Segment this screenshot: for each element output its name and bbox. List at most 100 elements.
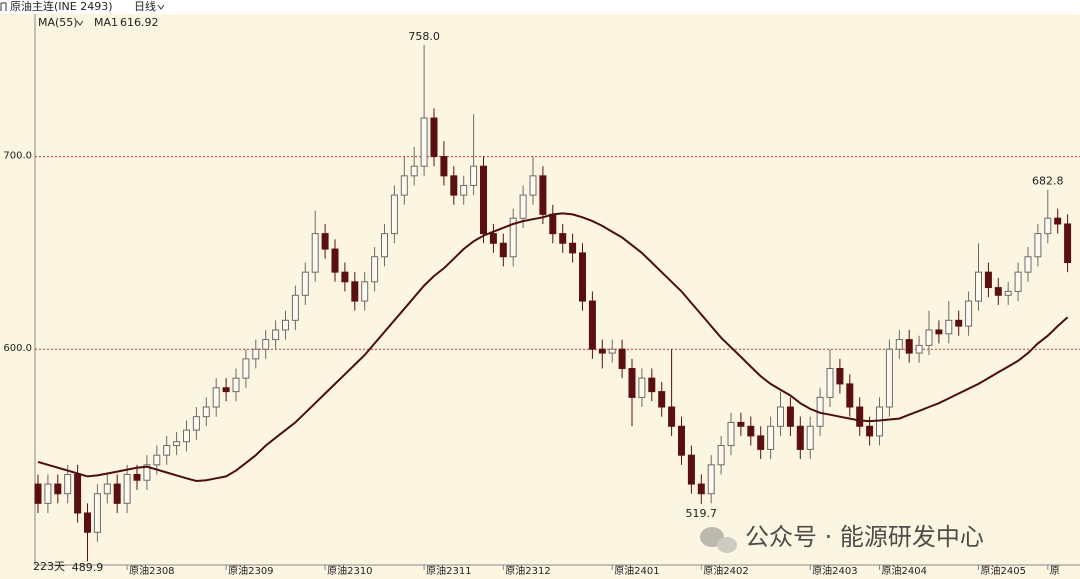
- candle-body: [341, 271, 349, 283]
- candle-body: [559, 233, 567, 244]
- candle-body: [301, 271, 309, 296]
- candle-body: [282, 319, 289, 331]
- period-dropdown[interactable]: [157, 4, 165, 10]
- candle-body: [994, 287, 1002, 296]
- candle-body: [1044, 217, 1052, 235]
- x-tick-label: 原油2311: [426, 564, 471, 577]
- candle-body: [549, 213, 557, 235]
- candle-body: [717, 445, 725, 466]
- candle-body: [1054, 217, 1062, 225]
- candle-body: [351, 281, 359, 302]
- y-tick-label: 600.0: [3, 343, 32, 354]
- annotation: 489.9: [72, 561, 104, 574]
- candle-body: [737, 421, 745, 427]
- candle-body: [143, 464, 151, 481]
- candle-body: [895, 339, 903, 350]
- candle-body: [579, 252, 586, 302]
- symbol[interactable]: 原油主连(INE 2493): [10, 0, 113, 13]
- candle-body: [153, 454, 161, 466]
- watermark-icon: [700, 527, 737, 553]
- x-tick-label: 原油2401: [614, 564, 659, 577]
- y-tick-label: 700.0: [3, 151, 32, 162]
- candle-body: [361, 281, 369, 302]
- candle-body: [123, 473, 131, 504]
- candle-body: [856, 406, 864, 427]
- candle-body: [74, 473, 82, 514]
- candle-body: [381, 233, 388, 258]
- candle-body: [430, 117, 438, 158]
- candle-body: [786, 406, 794, 427]
- candle-body: [529, 175, 537, 196]
- candle-body: [1014, 271, 1022, 292]
- candle-body: [499, 242, 507, 258]
- candle-body: [450, 175, 458, 196]
- x-tick-label: 原: [1050, 565, 1060, 577]
- candle-body: [945, 319, 953, 335]
- candle-body: [390, 194, 398, 235]
- annotation: 758.0: [408, 30, 440, 43]
- candle-body: [975, 271, 982, 302]
- candle-body: [905, 339, 913, 354]
- annotation: 519.7: [686, 507, 718, 520]
- candle-body: [321, 233, 329, 250]
- candle-body: [925, 329, 933, 346]
- candle-body: [54, 483, 62, 495]
- candle-body: [371, 256, 379, 283]
- candle-body: [777, 406, 784, 427]
- candle-body: [608, 348, 616, 354]
- candle-body: [588, 300, 596, 350]
- candle-body: [697, 483, 705, 495]
- candle-body: [836, 367, 844, 385]
- candle-body: [460, 184, 468, 196]
- ma-name: MA1: [94, 16, 118, 29]
- x-tick-label: 原油2312: [505, 564, 550, 577]
- candle-body: [311, 233, 319, 273]
- candle-body: [489, 233, 497, 244]
- candle-body: [806, 425, 814, 450]
- candle-body: [796, 425, 804, 450]
- ma-dropdown[interactable]: [76, 20, 84, 26]
- candle-body: [212, 387, 220, 408]
- x-tick-label: 原油2403: [812, 564, 857, 577]
- candle-body: [291, 294, 299, 321]
- candle-body: [262, 339, 270, 350]
- candle-body: [678, 425, 685, 456]
- candle-body: [638, 377, 646, 398]
- candle-body: [628, 367, 636, 398]
- candle-body: [965, 300, 973, 327]
- ma-label[interactable]: MA(55): [38, 16, 78, 29]
- candle-body: [222, 387, 230, 393]
- candle-body: [272, 329, 280, 341]
- candle-body: [935, 329, 943, 335]
- header-bar: [0, 0, 1080, 14]
- candle-body: [44, 483, 52, 504]
- ma-line: [37, 212, 1069, 483]
- candle-body: [84, 512, 91, 533]
- candle-body: [885, 348, 893, 408]
- candle-body: [93, 493, 101, 533]
- candle-body: [866, 425, 874, 437]
- x-tick-label: 原油2404: [882, 564, 927, 577]
- candle-body: [1004, 290, 1012, 296]
- candle-body: [173, 441, 181, 447]
- candle-body: [252, 348, 260, 360]
- candle-body: [410, 165, 418, 177]
- candle-body: [480, 165, 487, 235]
- candle-body: [34, 483, 42, 504]
- candle-body: [707, 464, 715, 495]
- candle-body: [64, 473, 72, 495]
- candle-body: [955, 319, 963, 327]
- period[interactable]: 日线: [134, 0, 156, 13]
- watermark: 公众号 · 能源研发中心: [745, 523, 984, 551]
- annotation: 682.8: [1032, 175, 1064, 188]
- x-tick-label: 原油2402: [703, 564, 748, 577]
- candle-body: [569, 242, 577, 254]
- candle-body: [539, 175, 547, 215]
- candle-body: [519, 194, 527, 219]
- candle-body: [747, 425, 755, 437]
- candle-body: [598, 348, 606, 354]
- candle-body: [113, 483, 121, 504]
- menu-icon[interactable]: [0, 2, 7, 11]
